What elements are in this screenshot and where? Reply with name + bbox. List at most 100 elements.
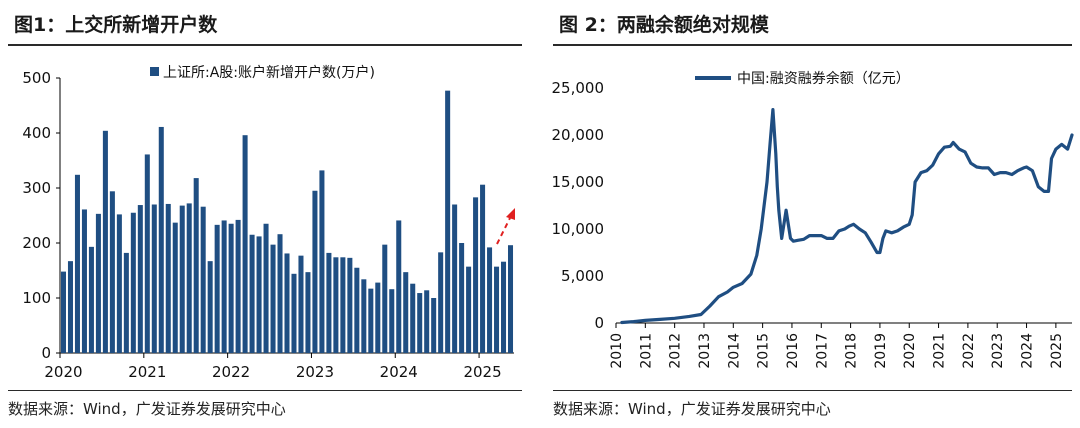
bar: [123, 252, 129, 353]
bar: [452, 204, 458, 353]
bar: [501, 261, 507, 353]
bar: [507, 245, 514, 353]
bar: [144, 154, 150, 353]
x-tick-label: 2025: [1049, 333, 1065, 369]
right-chart-title: 图 2：两融余额绝对规模: [559, 14, 769, 36]
right-title-divider: [553, 44, 1072, 46]
bar: [249, 234, 255, 353]
legend-label: 上证所:A股:账户新增开户数(万户): [163, 64, 375, 81]
bar: [242, 135, 248, 353]
x-tick-label: 2023: [990, 333, 1006, 369]
bar: [158, 126, 164, 353]
x-tick-label: 2012: [668, 333, 684, 369]
bar: [480, 184, 486, 353]
bar: [410, 283, 416, 353]
bar: [88, 246, 94, 353]
left-footer-divider: [8, 390, 522, 391]
y-tick-label: 100: [22, 289, 51, 307]
bar: [109, 191, 115, 353]
legend-label: 中国:融资融券余额（亿元）: [737, 70, 910, 87]
bar: [445, 90, 451, 354]
bar: [389, 289, 395, 353]
bar: [494, 266, 500, 353]
bar: [165, 203, 171, 353]
bar: [417, 293, 423, 353]
bar: [193, 178, 199, 353]
y-tick-label: 0: [594, 314, 604, 332]
x-tick-label: 2020: [902, 333, 918, 369]
bar: [438, 252, 444, 353]
left-source-note: 数据来源：Wind，广发证券发展研究中心: [8, 400, 286, 418]
x-tick-label: 2022: [961, 333, 977, 369]
bar: [459, 243, 465, 353]
bar: [151, 204, 157, 353]
right-source-note: 数据来源：Wind，广发证券发展研究中心: [553, 400, 831, 418]
bar: [137, 205, 143, 353]
left-chart-panel: 图1：上交所新增开户数 0 100 200 300 400 500 2020 2021 2022…: [0, 0, 530, 428]
bar: [361, 279, 367, 353]
x-tick-label: 2021: [128, 363, 166, 381]
y-tick-label: 200: [22, 234, 51, 252]
x-tick-label: 2023: [296, 363, 334, 381]
bar: [130, 212, 136, 353]
bar: [67, 261, 73, 353]
x-tick-label: 2010: [609, 333, 625, 369]
trend-arrow-shaft: [496, 215, 512, 245]
bar: [284, 253, 290, 353]
bar: [375, 282, 381, 353]
trend-arrow-head: [506, 208, 515, 220]
bar: [256, 236, 262, 353]
x-tick-label: 2017: [814, 333, 830, 369]
bar: [305, 272, 311, 353]
y-tick-label: 5,000: [561, 267, 604, 285]
y-tick-label: 0: [41, 344, 51, 362]
bar: [270, 244, 276, 353]
y-tick-label: 15,000: [552, 173, 605, 191]
y-tick-label: 20,000: [552, 126, 605, 144]
x-tick-label: 2015: [756, 333, 772, 369]
bar: [403, 272, 409, 353]
bar: [200, 206, 206, 353]
bar: [333, 257, 339, 353]
bar: [179, 205, 185, 353]
bar: [340, 257, 346, 353]
bar: [424, 290, 430, 353]
bar: [396, 220, 402, 353]
bar: [347, 257, 353, 353]
bar: [431, 298, 437, 353]
bar: [312, 190, 318, 353]
y-tick-label: 300: [22, 179, 51, 197]
bar: [326, 252, 332, 353]
x-tick-label: 2024: [1020, 333, 1036, 369]
bar: [102, 130, 108, 353]
x-tick-label: 2018: [844, 333, 860, 369]
x-tick-label: 2021: [932, 333, 948, 369]
bar: [466, 266, 472, 353]
x-tick-label: 2019: [873, 333, 889, 369]
x-tick-label: 2024: [380, 363, 418, 381]
x-tick-label: 2011: [638, 333, 654, 369]
y-tick-label: 400: [22, 124, 51, 142]
bar: [74, 174, 80, 353]
x-tick-label: 2014: [726, 333, 742, 369]
y-tick-label: 10,000: [552, 220, 605, 238]
bar: [116, 214, 122, 353]
bar: [95, 213, 101, 353]
bar: [235, 219, 241, 353]
bar: [172, 222, 178, 353]
bar: [221, 220, 227, 353]
x-tick-label: 2025: [463, 363, 501, 381]
bar-chart-svg: 0 100 200 300 400 500 2020 2021 2022 2023 2024 2025…: [22, 64, 515, 381]
bar: [277, 234, 283, 353]
x-tick-label: 2013: [697, 333, 713, 369]
x-tick-label: 2022: [212, 363, 250, 381]
series-line: [620, 107, 1074, 325]
y-tick-label: 500: [22, 69, 51, 87]
bar: [214, 224, 220, 353]
bar: [354, 267, 360, 353]
bar: [319, 170, 325, 353]
bar: [487, 247, 493, 353]
right-chart-panel: 图 2：两融余额绝对规模 0 5,000 10,000 15,000 20,000 25,…: [545, 0, 1080, 428]
x-tick-label: 2016: [785, 333, 801, 369]
bar: [81, 209, 87, 353]
